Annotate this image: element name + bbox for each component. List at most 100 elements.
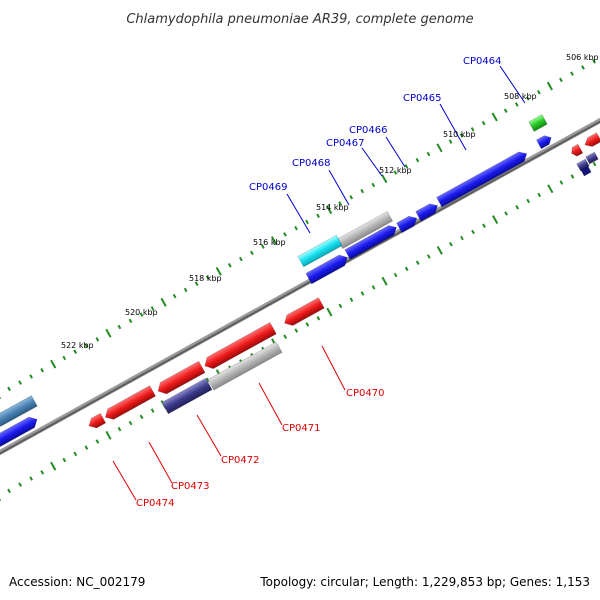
inner-tick [150, 408, 155, 413]
gene-fwd-inner-b [344, 225, 397, 260]
kbp-label: 506 kbp [566, 53, 599, 62]
outer-tick [215, 267, 222, 276]
inner-tick [139, 414, 144, 420]
outer-tick [95, 337, 100, 342]
inner-tick [73, 451, 78, 457]
gene-rev-a [284, 297, 325, 326]
inner-tick [426, 254, 431, 259]
connector-cp0466 [385, 136, 406, 168]
gene-rev-e [88, 412, 107, 429]
gene-navy-edge-a [576, 158, 590, 172]
outer-tick [194, 281, 199, 286]
outer-tick [491, 112, 498, 122]
inner-tick [62, 457, 67, 463]
outer-tick [393, 170, 398, 175]
outer-tick [150, 306, 155, 311]
kbp-label: 516 kbp [253, 238, 286, 247]
outer-tick [381, 174, 388, 184]
outer-tick [559, 77, 563, 83]
outer-tick [316, 213, 320, 219]
gene-rev-edge-a [571, 143, 584, 157]
outer-tick [84, 343, 89, 348]
gene-rev-edge-b [584, 132, 600, 147]
connector-cp0469 [286, 193, 311, 234]
accession-text: Accession: NC_002179 [9, 575, 145, 589]
label-connectors [112, 65, 526, 501]
outer-tick [283, 232, 287, 237]
inner-tick [29, 476, 33, 481]
connector-cp0471 [258, 382, 283, 426]
reverse-gene-labels: CP0470 CP0471 CP0472 CP0473 CP0474 [136, 388, 384, 509]
kbp-label: 514 kbp [316, 203, 349, 212]
connector-cp0473 [148, 441, 173, 484]
gene-label-cp0467: CP0467 [326, 138, 364, 149]
inner-tick [381, 276, 388, 286]
inner-tick [206, 377, 210, 383]
map-title: Chlamydophila pneumoniae AR39, complete … [126, 12, 473, 27]
inner-tick [436, 246, 443, 255]
inner-tick [294, 328, 299, 333]
inner-tick [84, 445, 89, 450]
outer-tick [7, 386, 11, 392]
outer-tick [360, 188, 365, 194]
gene-label-cp0472: CP0472 [221, 455, 259, 466]
outer-tick [172, 293, 177, 299]
inner-tick [128, 420, 133, 426]
outer-tick [117, 324, 122, 330]
inner-tick [492, 215, 499, 224]
outer-tick [270, 236, 278, 245]
gene-cp0466 [415, 203, 439, 222]
inner-tick [117, 426, 122, 432]
gene-label-cp0469: CP0469 [249, 182, 287, 193]
outer-tick [426, 151, 431, 157]
inner-tick [326, 307, 333, 317]
inner-tick [547, 184, 554, 194]
kbp-label: 518 kbp [189, 274, 222, 283]
kbp-label: 508 kbp [504, 92, 537, 101]
outer-tick [481, 120, 486, 126]
outer-tick [227, 263, 232, 268]
kbp-label: 520 kbp [125, 308, 158, 317]
gene-fwd-inner-c [305, 254, 348, 285]
gene-fwd-inner-left [0, 416, 38, 449]
gene-navy-edge-b [585, 151, 599, 165]
outer-tick [404, 164, 409, 169]
inner-tick [7, 488, 11, 494]
inner-tick [40, 470, 45, 475]
gene-label-cp0470: CP0470 [346, 388, 384, 399]
outer-tick [459, 133, 464, 138]
inner-tick [559, 180, 564, 185]
outer-tick [250, 250, 254, 256]
genome-stats-text: Topology: circular; Length: 1,229,853 bp… [259, 575, 590, 589]
inner-tick [537, 192, 542, 198]
outer-tick [160, 297, 167, 307]
inner-tick [393, 272, 398, 278]
outer-tick [40, 368, 44, 373]
inner-tick [482, 223, 486, 228]
inner-tick [570, 174, 575, 179]
outer-tick [338, 201, 343, 206]
inner-tick [316, 316, 321, 321]
outer-tick [139, 312, 144, 317]
outer-tick [470, 127, 475, 132]
outer-tick [514, 102, 519, 107]
gene-cp0467 [396, 215, 418, 234]
connector-cp0470 [321, 345, 346, 391]
gene-cp0465 [436, 151, 528, 208]
inner-tick [415, 260, 420, 265]
outer-tick [18, 380, 22, 385]
inner-tick [526, 198, 531, 204]
gene-label-cp0474: CP0474 [136, 498, 174, 509]
outer-tick [62, 355, 67, 361]
outer-tick [50, 359, 57, 369]
connector-cp0474 [112, 460, 137, 501]
inner-tick [592, 161, 597, 167]
gene-label-cp0473: CP0473 [171, 481, 209, 492]
inner-tick [460, 235, 464, 241]
inner-tick [50, 461, 57, 471]
gene-rev-b [204, 322, 277, 369]
gene-cp0472 [161, 377, 213, 415]
connector-cp0472 [196, 414, 222, 457]
connector-cp0467 [361, 147, 383, 177]
